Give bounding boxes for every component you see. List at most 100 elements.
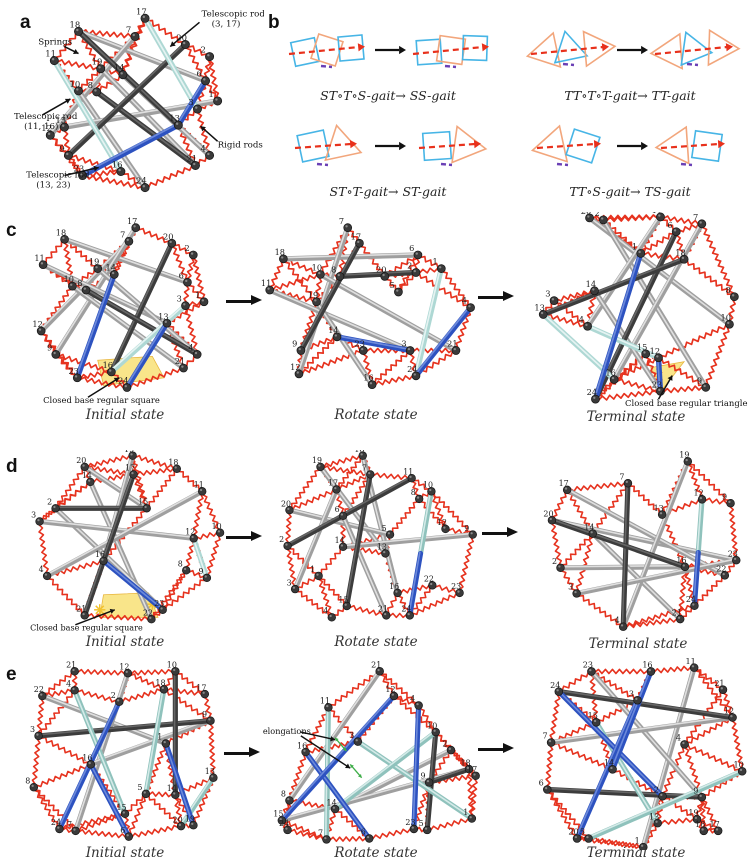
transition-arrow — [226, 296, 262, 305]
node-label: 5 — [580, 828, 585, 837]
rods — [544, 665, 745, 850]
node-sphere — [338, 511, 348, 520]
node-label: 10 — [423, 481, 433, 490]
node-sphere — [35, 517, 44, 526]
node-label: 12 — [437, 518, 447, 527]
transition-arrow — [226, 532, 262, 541]
node-label: 1 — [195, 290, 200, 300]
node-label: 21 — [186, 153, 197, 163]
node-label: 2 — [594, 212, 599, 218]
annotation-label: Rigid rods — [218, 140, 263, 150]
node-label: 15 — [588, 711, 598, 720]
node-label: 11 — [261, 278, 271, 288]
node-label: 8 — [331, 265, 336, 275]
node-label: 2 — [279, 535, 284, 544]
node-label: 12 — [650, 346, 661, 356]
transition-arrow — [482, 528, 518, 537]
node-label: 23 — [728, 549, 738, 558]
contact-edge — [320, 64, 333, 69]
rods — [35, 668, 216, 840]
node-label: 10 — [64, 274, 74, 284]
node-label: 17 — [127, 216, 137, 226]
node-sphere — [182, 566, 191, 575]
node-sphere — [63, 150, 73, 160]
node-label: 24 — [51, 818, 61, 827]
node-sphere — [680, 740, 689, 749]
node-sphere — [639, 842, 648, 850]
state-caption: Terminal state — [586, 845, 686, 861]
node-label: 9 — [292, 339, 297, 349]
node-sphere — [335, 272, 345, 281]
node-label: 14 — [604, 759, 614, 768]
transition-arrow — [224, 748, 260, 757]
nodes: 21 12 10 22 4 18 17 2 9 3 1 16 13 8 5 14 15 20 19 24 7 6 — [25, 661, 218, 841]
gait-diagram-st — [294, 123, 488, 167]
node-sphere — [697, 219, 707, 229]
gait-shape-triangle — [324, 123, 363, 162]
node-sphere — [411, 268, 421, 277]
node-label: 17 — [559, 479, 569, 488]
node-label: 7 — [120, 229, 125, 239]
node-sphere — [205, 52, 215, 62]
node-label: 17 — [710, 820, 720, 829]
node-label: 20 — [376, 265, 386, 275]
node-label: 23 — [68, 366, 78, 376]
node-label: 3 — [401, 339, 406, 349]
node-label: 9 — [464, 524, 469, 533]
node-label: 1 — [157, 733, 162, 742]
node-label: 18 — [155, 679, 165, 688]
node-label: 3 — [629, 689, 634, 698]
motion-arrow — [288, 45, 360, 56]
gait-shape-square — [296, 129, 330, 163]
node-label: 21 — [447, 339, 457, 349]
node-label: 10 — [734, 760, 744, 769]
nodes: 181971117108206129521413132216231542124 — [279, 450, 477, 622]
node-label: 7 — [362, 464, 367, 473]
node-label: 23 — [355, 339, 365, 349]
node-sphere — [422, 825, 432, 835]
motion-arrow — [294, 142, 352, 150]
node-label: 18 — [56, 227, 66, 237]
node-label: 22 — [34, 685, 44, 694]
state-caption: Rotate state — [334, 845, 418, 861]
node-label: 15 — [116, 803, 126, 812]
node-label: 12 — [724, 707, 734, 716]
node-sphere — [34, 731, 43, 741]
node-sphere — [181, 301, 190, 310]
structure-d-rotate: 181971117108206129521413132216231542124 — [279, 450, 477, 622]
node-sphere — [729, 292, 739, 302]
node-sphere — [424, 778, 434, 787]
node-label: 16 — [112, 159, 123, 169]
node-label: 8 — [178, 560, 183, 569]
rods — [285, 453, 476, 618]
node-label: 1 — [209, 89, 214, 99]
node-label: 16 — [642, 661, 652, 670]
annotation-label: Closed base regular square — [43, 395, 160, 405]
node-label: 14 — [328, 325, 338, 335]
node-label: 17 — [136, 6, 147, 16]
node-label: 1 — [632, 241, 637, 251]
node-label: 7 — [339, 216, 344, 226]
node-label: 10 — [212, 522, 222, 531]
state-caption: Initial state — [85, 634, 165, 650]
node-sphere — [130, 31, 140, 41]
node-label: 21 — [714, 679, 724, 688]
node-label: 4 — [579, 314, 584, 324]
gait-caption-st: ST∘T-gait→ ST-gait — [329, 184, 447, 199]
node-sphere — [183, 277, 192, 287]
gait-shape-triangle — [553, 29, 589, 64]
node-sphere — [556, 563, 565, 573]
node-sphere — [598, 215, 608, 225]
node-sphere — [467, 814, 477, 823]
node-label: 23 — [652, 379, 663, 389]
node-sphere — [161, 739, 171, 748]
node-label: 6 — [120, 826, 125, 835]
gait-shape-square — [461, 34, 489, 62]
node-sphere — [546, 738, 556, 747]
node-label: 2 — [552, 557, 557, 566]
